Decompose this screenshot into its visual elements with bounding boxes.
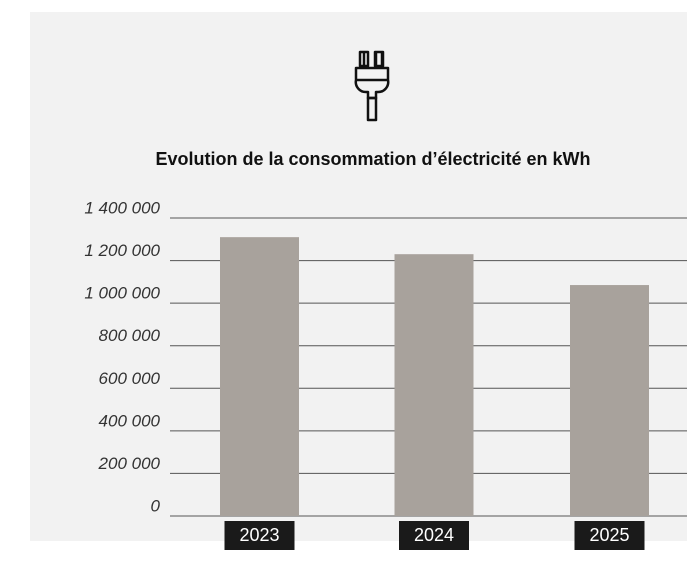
bar [220,237,299,516]
y-tick-label: 1 400 000 [84,198,160,217]
y-tick-label: 0 [151,496,161,515]
y-tick-label: 600 000 [99,369,161,388]
chart-title: Evolution de la consommation d’électrici… [155,149,590,169]
bar [570,285,649,516]
x-tick-label: 2023 [239,525,279,545]
plug-icon [354,50,390,122]
y-tick-label: 1 200 000 [84,241,160,260]
category-box [399,521,469,550]
x-tick-label: 2025 [589,525,629,545]
y-tick-label: 400 000 [99,411,161,430]
bar [394,254,474,516]
y-tick-label: 800 000 [99,326,161,345]
category-box [574,521,645,550]
y-tick-label: 1 000 000 [84,284,160,303]
y-tick-label: 200 000 [98,454,161,473]
category-box [224,521,295,550]
x-tick-label: 2024 [414,525,454,545]
